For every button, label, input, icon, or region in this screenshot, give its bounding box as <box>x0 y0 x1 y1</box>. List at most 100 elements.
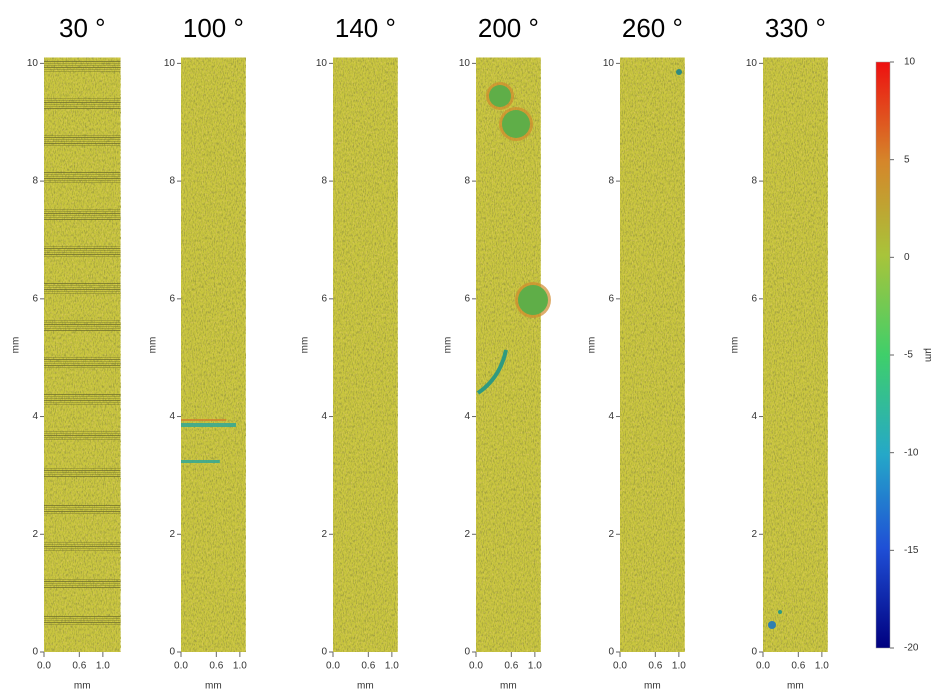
colorbar-tick-label: 0 <box>904 252 910 263</box>
colorbar-label: µm <box>922 348 933 362</box>
x-axis-label: mm <box>205 681 222 692</box>
y-axis-label: mm <box>11 337 22 354</box>
surface-texture <box>333 57 398 652</box>
y-tick-label: 10 <box>746 58 758 69</box>
surface-texture <box>44 57 121 652</box>
y-tick-label: 2 <box>751 529 757 540</box>
panel: 330 ° 0 2 4 6 8 10 0.0 0.6 1.0 mm mm <box>730 13 830 692</box>
y-axis-label: mm <box>300 337 311 354</box>
y-tick-label: 2 <box>464 529 470 540</box>
panel: 30 ° 0 2 4 6 8 10 0.0 0.6 1.0 mm mm <box>11 13 121 692</box>
y-tick-label: 8 <box>321 176 327 187</box>
defect <box>778 610 782 614</box>
panel-title: 330 ° <box>765 13 826 43</box>
y-tick-label: 2 <box>608 529 614 540</box>
y-tick-label: 0 <box>32 647 38 658</box>
x-tick-label: 0.6 <box>504 661 518 672</box>
y-tick-label: 0 <box>169 647 175 658</box>
y-tick-label: 8 <box>32 176 38 187</box>
colorbar-tick-label: -15 <box>904 545 919 556</box>
y-tick-label: 6 <box>32 293 38 304</box>
defect <box>181 460 220 463</box>
y-tick-label: 0 <box>464 647 470 658</box>
y-tick-label: 8 <box>464 176 470 187</box>
panel-title: 140 ° <box>335 13 396 43</box>
panel-title: 30 ° <box>59 13 106 43</box>
surface-texture <box>476 57 541 652</box>
panel: 140 ° 0 2 4 6 8 10 0.0 0.6 1.0 mm mm <box>300 13 400 692</box>
y-tick-label: 4 <box>169 411 175 422</box>
y-tick-label: 6 <box>321 293 327 304</box>
y-axis-label: mm <box>730 337 741 354</box>
x-axis-label: mm <box>74 681 91 692</box>
y-tick-label: 8 <box>751 176 757 187</box>
defect <box>489 85 511 107</box>
x-tick-label: 1.0 <box>528 661 542 672</box>
x-tick-label: 1.0 <box>672 661 686 672</box>
colorbar <box>875 61 891 649</box>
y-tick-label: 4 <box>751 411 757 422</box>
y-tick-label: 2 <box>321 529 327 540</box>
y-tick-label: 4 <box>32 411 38 422</box>
surface-texture <box>181 57 246 652</box>
y-tick-label: 0 <box>321 647 327 658</box>
x-axis-label: mm <box>500 681 517 692</box>
y-tick-label: 2 <box>169 529 175 540</box>
colorbar-tick-label: 5 <box>904 154 910 165</box>
x-tick-label: 1.0 <box>233 661 247 672</box>
x-tick-label: 0.0 <box>469 661 483 672</box>
panel-title: 200 ° <box>478 13 539 43</box>
x-tick-label: 0.6 <box>361 661 375 672</box>
x-tick-label: 1.0 <box>96 661 110 672</box>
x-tick-label: 1.0 <box>385 661 399 672</box>
y-axis-label: mm <box>443 337 454 354</box>
y-tick-label: 0 <box>751 647 757 658</box>
y-tick-label: 4 <box>321 411 327 422</box>
panel-title: 260 ° <box>622 13 683 43</box>
x-tick-label: 1.0 <box>815 661 829 672</box>
x-axis-label: mm <box>644 681 661 692</box>
x-tick-label: 0.0 <box>756 661 770 672</box>
y-tick-label: 6 <box>464 293 470 304</box>
x-tick-label: 0.0 <box>613 661 627 672</box>
x-tick-label: 0.6 <box>72 661 86 672</box>
y-tick-label: 8 <box>169 176 175 187</box>
defect <box>768 621 776 629</box>
y-tick-label: 0 <box>608 647 614 658</box>
x-tick-label: 0.0 <box>174 661 188 672</box>
x-tick-label: 0.0 <box>326 661 340 672</box>
y-axis-label: mm <box>587 337 598 354</box>
defect <box>476 349 508 395</box>
y-tick-label: 4 <box>464 411 470 422</box>
y-tick-label: 10 <box>603 58 615 69</box>
x-tick-label: 0.6 <box>209 661 223 672</box>
x-tick-label: 0.0 <box>37 661 51 672</box>
panel-title: 100 ° <box>183 13 244 43</box>
x-tick-label: 0.6 <box>791 661 805 672</box>
y-tick-label: 6 <box>169 293 175 304</box>
defect <box>518 285 548 315</box>
x-axis-label: mm <box>357 681 374 692</box>
defect <box>181 419 227 421</box>
x-axis-label: mm <box>787 681 804 692</box>
y-tick-label: 8 <box>608 176 614 187</box>
defect <box>181 423 237 427</box>
y-tick-label: 10 <box>459 58 471 69</box>
x-tick-label: 0.6 <box>648 661 662 672</box>
defect <box>502 110 530 138</box>
colorbar-tick-label: -5 <box>904 350 913 361</box>
surface-texture <box>763 57 828 652</box>
panel: 100 ° 0 2 4 6 8 10 0.0 0.6 1.0 mm mm <box>148 13 248 692</box>
panel: 260 ° 0 2 4 6 8 10 0.0 0.6 1.0 mm mm <box>587 13 687 692</box>
y-tick-label: 6 <box>751 293 757 304</box>
y-tick-label: 10 <box>316 58 328 69</box>
y-tick-label: 4 <box>608 411 614 422</box>
colorbar-tick-label: 10 <box>904 57 916 68</box>
colorbar-tick-label: -10 <box>904 447 919 458</box>
y-axis-label: mm <box>148 337 159 354</box>
surface-texture <box>620 57 685 652</box>
y-tick-label: 6 <box>608 293 614 304</box>
y-tick-label: 10 <box>27 58 39 69</box>
panel: 200 ° 0 2 4 6 8 10 0.0 0.6 1.0 mm mm <box>443 13 551 692</box>
